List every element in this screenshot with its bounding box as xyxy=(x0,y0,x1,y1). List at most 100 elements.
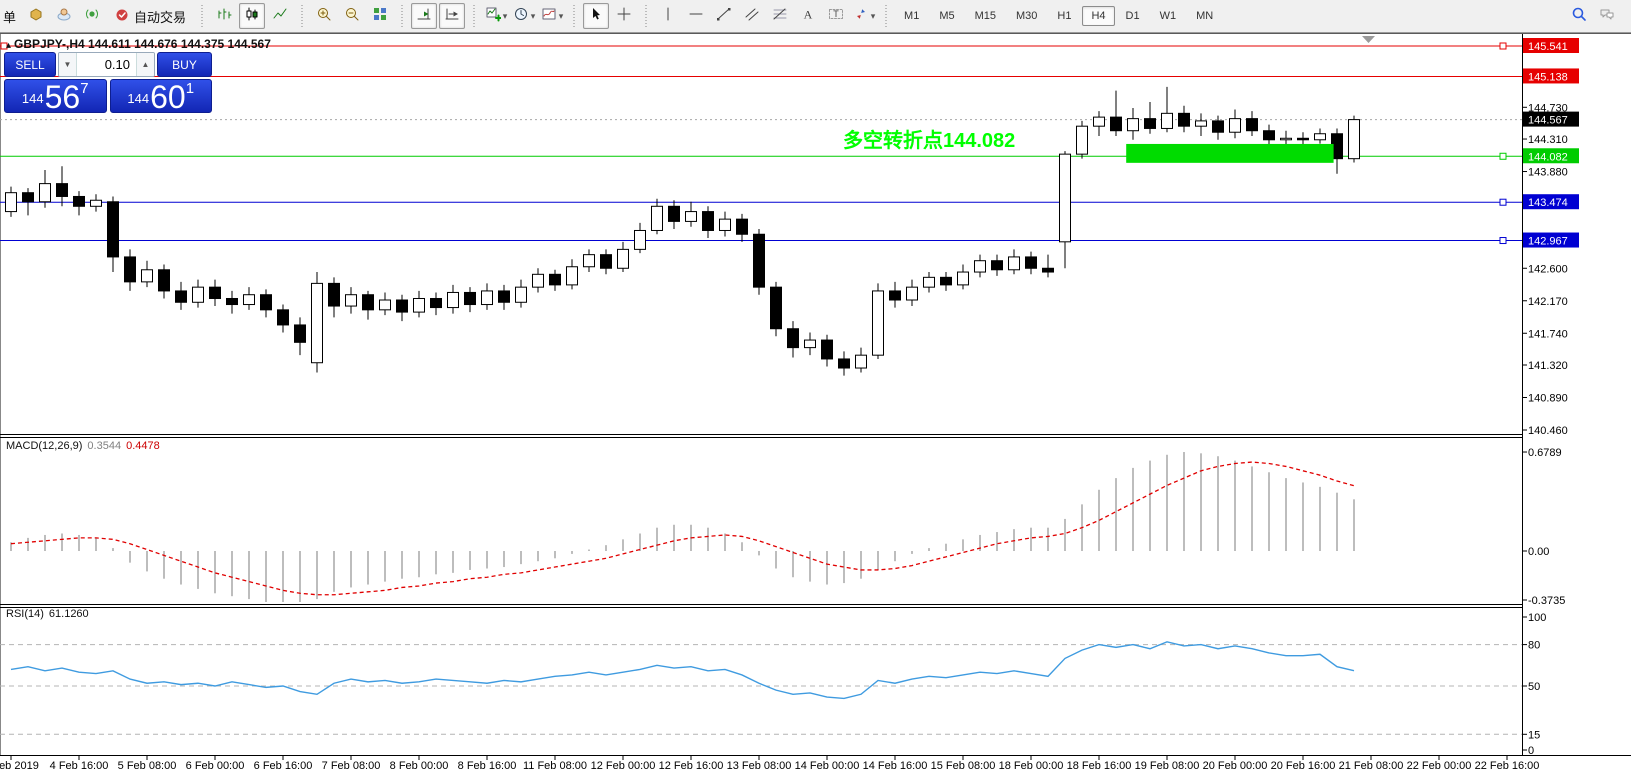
crosshair-button[interactable] xyxy=(611,3,637,29)
auto-scroll-button[interactable] xyxy=(411,3,438,29)
line-chart-icon xyxy=(272,6,288,27)
timeframe-button-m15[interactable]: M15 xyxy=(974,10,996,22)
candle xyxy=(855,354,867,369)
candle xyxy=(192,286,204,303)
chevron-down-icon: ▾ xyxy=(502,10,508,21)
chart-title: ▴ GBPJPY-,H4 144.611 144.676 144.375 144.… xyxy=(6,37,271,51)
candle xyxy=(1314,133,1326,141)
volume-increase-button[interactable]: ▲ xyxy=(136,53,154,76)
cursor-button[interactable] xyxy=(583,3,610,29)
candle xyxy=(464,291,476,306)
zoom-out-button[interactable] xyxy=(339,3,365,29)
price-badge-label: 144.567 xyxy=(1528,115,1568,127)
candle xyxy=(362,294,374,311)
toolbar-separator xyxy=(199,5,206,27)
candlestick-chart-button[interactable] xyxy=(239,3,266,29)
candle xyxy=(1059,153,1071,243)
line-handle[interactable] xyxy=(0,42,8,50)
highlight-rectangle[interactable] xyxy=(1126,143,1334,163)
collapse-triangle-icon[interactable]: ▴ xyxy=(6,40,12,51)
rsi-line xyxy=(10,641,1355,700)
timeframe-button-d1[interactable]: D1 xyxy=(1125,10,1140,22)
fibonacci-button[interactable] xyxy=(767,3,793,29)
templates-button[interactable]: ▾ xyxy=(539,3,565,29)
sell-button[interactable]: SELL xyxy=(4,52,56,77)
new-order-button-partial[interactable]: 单 xyxy=(3,9,17,25)
chat-button[interactable] xyxy=(1594,3,1620,29)
price-tick-label: 143.880 xyxy=(1528,167,1568,179)
chart-shift-marker-icon[interactable] xyxy=(1362,36,1375,43)
sell-price-pip: 7 xyxy=(80,80,89,97)
buy-price-pip: 1 xyxy=(185,80,195,97)
line-handle[interactable] xyxy=(1499,152,1507,160)
vertical-line-button[interactable] xyxy=(655,3,681,29)
zoom-in-button[interactable] xyxy=(311,3,337,29)
autotrade-button[interactable]: 自动交易 xyxy=(107,3,193,29)
timeframe-button-h1[interactable]: H1 xyxy=(1057,10,1072,22)
line-handle[interactable] xyxy=(1499,42,1507,50)
svg-text:T: T xyxy=(833,9,839,19)
price-badge-label: 145.138 xyxy=(1528,71,1568,83)
bar-chart-icon xyxy=(216,6,232,27)
trendline-button[interactable] xyxy=(711,3,737,29)
candle xyxy=(56,183,68,197)
timeframe-button-m30[interactable]: M30 xyxy=(1016,10,1038,22)
tile-windows-icon xyxy=(372,6,388,27)
timeframe-button-m5[interactable]: M5 xyxy=(939,10,955,22)
channel-button[interactable] xyxy=(739,3,765,29)
text-button[interactable]: A xyxy=(795,3,821,29)
bar-chart-button[interactable] xyxy=(211,3,237,29)
cloud-user-button[interactable] xyxy=(51,3,77,29)
horizontal-line-button[interactable] xyxy=(683,3,709,29)
periods-button[interactable]: ▾ xyxy=(511,3,537,29)
candle xyxy=(1212,120,1224,133)
price-badge-label: 144.082 xyxy=(1528,151,1568,163)
trendline-icon xyxy=(716,6,732,27)
line-handle[interactable] xyxy=(1499,198,1507,206)
buy-button[interactable]: BUY xyxy=(157,52,212,77)
svg-text:A: A xyxy=(804,7,813,21)
timeframe-button-h4[interactable]: H4 xyxy=(1082,6,1115,26)
candle xyxy=(175,290,187,303)
toolbar-group xyxy=(579,0,641,32)
macd-signal-value: 0.4478 xyxy=(126,440,160,452)
candle xyxy=(1263,130,1275,141)
rsi-tick-label: 50 xyxy=(1528,681,1540,693)
indicators-icon xyxy=(485,6,502,27)
macd-tick-label: 0.6789 xyxy=(1528,447,1562,459)
label-button[interactable]: T xyxy=(823,3,849,29)
signal-button[interactable] xyxy=(79,3,105,29)
arrows-button[interactable]: ▾ xyxy=(851,3,877,29)
candle xyxy=(5,192,17,213)
time-tick-label: 13 Feb 08:00 xyxy=(727,760,792,772)
toolbar-separator xyxy=(399,5,406,27)
search-button[interactable] xyxy=(1566,3,1592,29)
indicators-button[interactable]: ▾ xyxy=(483,3,509,29)
pivot-annotation-text[interactable]: 多空转折点144.082 xyxy=(843,130,1016,152)
candle xyxy=(39,183,51,203)
line-handle[interactable] xyxy=(1499,237,1507,245)
candle xyxy=(73,195,85,207)
cursor-icon xyxy=(588,6,604,27)
candle xyxy=(957,271,969,286)
package-button[interactable] xyxy=(23,3,49,29)
timeframe-button-w1[interactable]: W1 xyxy=(1159,10,1177,22)
tile-windows-button[interactable] xyxy=(367,3,393,29)
sell-price-button[interactable]: 144 56 7 xyxy=(4,79,107,113)
time-tick-label: 21 Feb 08:00 xyxy=(1339,760,1404,772)
buy-price-button[interactable]: 144 60 1 xyxy=(109,79,212,113)
timeframe-button-mn[interactable]: MN xyxy=(1196,10,1214,22)
volume-input[interactable] xyxy=(77,53,136,76)
toolbar-group: 自动交易 xyxy=(19,0,197,32)
crosshair-icon xyxy=(616,6,632,27)
time-tick-label: 6 Feb 00:00 xyxy=(186,760,245,772)
candle xyxy=(226,297,238,306)
chart-shift-button[interactable] xyxy=(439,3,466,29)
time-tick-label: 18 Feb 00:00 xyxy=(999,760,1064,772)
line-chart-button[interactable] xyxy=(267,3,293,29)
time-tick-label: 14 Feb 00:00 xyxy=(795,760,860,772)
time-tick-label: 4 Feb 2019 xyxy=(0,760,39,772)
timeframe-button-m1[interactable]: M1 xyxy=(904,10,920,22)
volume-decrease-button[interactable]: ▼ xyxy=(59,53,77,76)
